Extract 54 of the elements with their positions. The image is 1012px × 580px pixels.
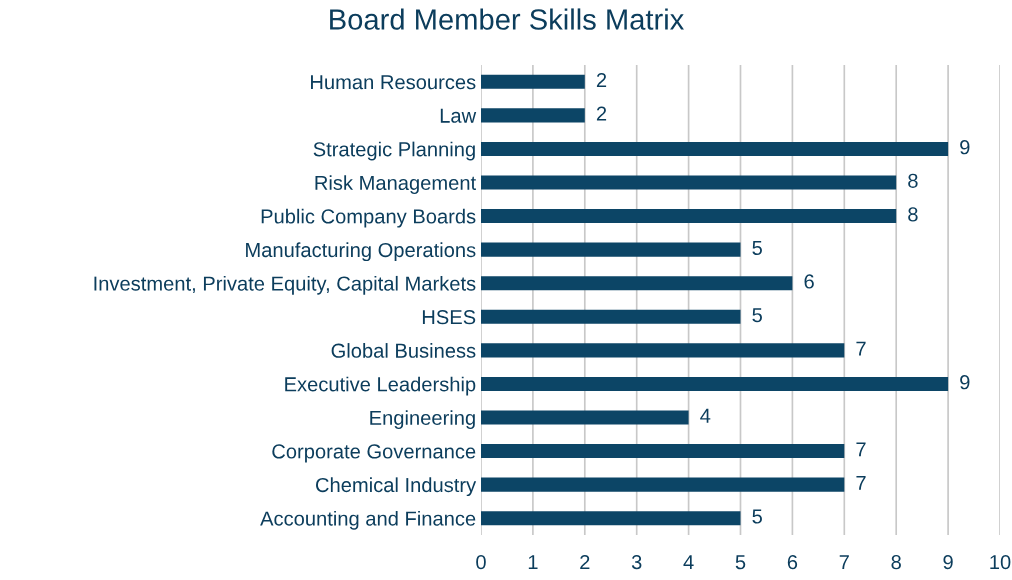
data-label: 2	[596, 106, 607, 121]
y-tick-label: Engineering	[370, 410, 475, 429]
y-tick-label: Chemical Industry	[316, 477, 477, 497]
data-label: 6	[804, 274, 814, 289]
data-label: 5	[752, 509, 762, 524]
data-label: 5	[752, 308, 762, 323]
x-tick-label: 9	[943, 554, 953, 570]
bar	[481, 511, 741, 526]
data-label: 7	[856, 476, 866, 490]
y-tick-label: Public Company Boards	[261, 208, 476, 228]
x-tick-label: 3	[631, 554, 642, 570]
bar	[481, 309, 741, 324]
bar	[481, 276, 793, 291]
x-tick-label: 4	[683, 555, 694, 570]
bar	[481, 209, 897, 224]
bar	[481, 410, 689, 425]
data-label: 7	[856, 442, 866, 457]
bar	[481, 242, 741, 257]
data-label: 2	[596, 72, 607, 87]
x-tick-label: 7	[839, 555, 849, 570]
y-tick-label: Accounting and Finance	[260, 510, 476, 530]
data-label: 5	[752, 241, 762, 256]
x-tick-label: 5	[735, 555, 746, 570]
data-label: 9	[960, 140, 970, 155]
data-label: 8	[908, 207, 918, 222]
bar	[481, 343, 845, 358]
x-tick-label: 8	[891, 554, 901, 570]
y-tick-label: Strategic Planning	[313, 141, 475, 161]
y-tick-label: HSES	[422, 310, 476, 325]
bar	[481, 376, 949, 391]
y-tick-label: Corporate Governance	[272, 444, 476, 463]
y-tick-label: Manufacturing Operations	[246, 242, 476, 262]
data-label: 8	[908, 173, 918, 188]
x-tick-label: 1	[528, 555, 538, 570]
y-tick-label: Human Resources	[311, 75, 476, 90]
y-tick-label: Risk Management	[315, 175, 476, 194]
x-tick-label: 2	[580, 554, 590, 570]
x-tick-label: 6	[787, 554, 798, 570]
bar	[481, 175, 897, 190]
y-tick-label: Investment, Private Equity, Capital Markets	[94, 275, 476, 295]
bar	[481, 141, 949, 156]
y-tick-label: Global Business	[331, 343, 476, 358]
bar	[481, 477, 845, 492]
data-label: 7	[856, 341, 866, 356]
bar	[481, 444, 845, 459]
data-label: 9	[960, 375, 970, 390]
y-tick-label: Law	[440, 108, 477, 123]
x-tick-label: 10	[990, 554, 1011, 570]
bar	[481, 74, 585, 89]
y-tick-label: Executive Leadership	[285, 376, 476, 396]
data-label: 4	[700, 408, 711, 423]
chart-title: Board Member Skills Matrix	[330, 8, 684, 30]
x-tick-label: 0	[476, 554, 486, 570]
bar	[481, 108, 585, 123]
